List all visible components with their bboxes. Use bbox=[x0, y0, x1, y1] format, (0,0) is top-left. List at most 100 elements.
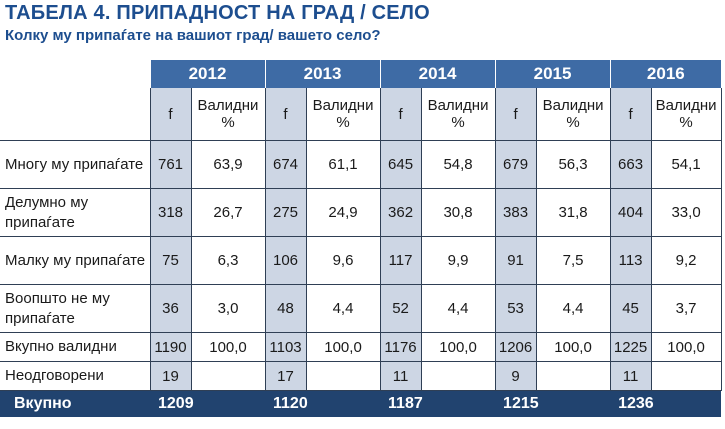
cell-frequency: 1225 bbox=[609, 332, 652, 362]
cell-valid-percent: 4,4 bbox=[535, 284, 611, 333]
cell-frequency: 52 bbox=[379, 284, 422, 333]
cell-frequency: 17 bbox=[264, 361, 307, 391]
data-table: 2012 2013 2014 2015 2016 f Валидни % f В… bbox=[0, 60, 722, 417]
total-empty bbox=[306, 390, 381, 417]
sub-header-row: f Валидни % f Валидни % f Валидни % f Ва… bbox=[0, 88, 722, 141]
total-frequency: 1236 bbox=[610, 390, 654, 417]
header-corner bbox=[0, 88, 150, 141]
cell-valid-percent: 24,9 bbox=[305, 188, 381, 237]
cell-frequency: 113 bbox=[609, 236, 652, 285]
valid-header: Валидни % bbox=[190, 88, 266, 141]
total-empty bbox=[191, 390, 266, 417]
valid-header: Валидни % bbox=[305, 88, 381, 141]
cell-frequency: 48 bbox=[264, 284, 307, 333]
total-frequency: 1209 bbox=[150, 390, 194, 417]
cell-valid-percent: 61,1 bbox=[305, 140, 381, 189]
cell-valid-percent bbox=[535, 361, 611, 391]
cell-valid-percent: 4,4 bbox=[305, 284, 381, 333]
cell-frequency: 1103 bbox=[264, 332, 307, 362]
cell-frequency: 645 bbox=[379, 140, 422, 189]
cell-frequency: 275 bbox=[264, 188, 307, 237]
table-row: Малку му припаѓате 75 6,3 106 9,6 117 9,9 91 7,5… bbox=[0, 236, 722, 285]
cell-frequency: 1190 bbox=[149, 332, 191, 362]
cell-valid-percent: 3,7 bbox=[650, 284, 722, 333]
cell-frequency: 53 bbox=[494, 284, 537, 333]
cell-frequency: 663 bbox=[609, 140, 652, 189]
cell-frequency: 11 bbox=[379, 361, 422, 391]
row-label: Вкупно валидни bbox=[0, 332, 150, 362]
table-subtitle: Колку му припаѓате на вашиот град/ вашет… bbox=[5, 27, 381, 44]
table-row: Многу му припаѓате 761 63,9 674 61,1 645 54,8 6… bbox=[0, 140, 722, 189]
cell-frequency: 19 bbox=[149, 361, 191, 391]
total-row: Вкупно 1209 1120 1187 1215 1236 bbox=[0, 390, 722, 417]
table-row: Неодговорени 19 17 11 9 11 bbox=[0, 361, 722, 391]
cell-valid-percent bbox=[190, 361, 266, 391]
cell-frequency: 404 bbox=[609, 188, 652, 237]
row-label: Многу му припаѓате bbox=[0, 140, 150, 189]
cell-valid-percent: 7,5 bbox=[535, 236, 611, 285]
cell-valid-percent bbox=[650, 361, 722, 391]
total-frequency: 1215 bbox=[495, 390, 539, 417]
cell-valid-percent: 6,3 bbox=[190, 236, 266, 285]
table-title: ТАБЕЛА 4. ПРИПАДНОСТ НА ГРАД / СЕЛО bbox=[5, 2, 430, 24]
cell-valid-percent: 100,0 bbox=[305, 332, 381, 362]
cell-valid-percent: 100,0 bbox=[420, 332, 496, 362]
year-header: 2015 bbox=[494, 60, 611, 88]
cell-valid-percent: 54,1 bbox=[650, 140, 722, 189]
cell-frequency: 383 bbox=[494, 188, 537, 237]
total-empty bbox=[536, 390, 611, 417]
valid-header: Валидни % bbox=[650, 88, 722, 141]
row-label: Делумно му припаѓате bbox=[0, 188, 150, 237]
year-header-row: 2012 2013 2014 2015 2016 bbox=[0, 60, 722, 88]
f-header: f bbox=[149, 88, 191, 141]
cell-frequency: 45 bbox=[609, 284, 652, 333]
header-corner bbox=[0, 60, 150, 88]
cell-valid-percent: 100,0 bbox=[190, 332, 266, 362]
cell-valid-percent: 63,9 bbox=[190, 140, 266, 189]
table-row: Воопшто не му припаѓате 36 3,0 48 4,4 52 4,4 53… bbox=[0, 284, 722, 333]
cell-frequency: 674 bbox=[264, 140, 307, 189]
cell-valid-percent: 56,3 bbox=[535, 140, 611, 189]
cell-valid-percent: 9,2 bbox=[650, 236, 722, 285]
cell-valid-percent: 9,6 bbox=[305, 236, 381, 285]
valid-header: Валидни % bbox=[420, 88, 496, 141]
cell-valid-percent: 26,7 bbox=[190, 188, 266, 237]
cell-valid-percent: 3,0 bbox=[190, 284, 266, 333]
cell-frequency: 106 bbox=[264, 236, 307, 285]
valid-header: Валидни % bbox=[535, 88, 611, 141]
cell-valid-percent: 31,8 bbox=[535, 188, 611, 237]
cell-valid-percent bbox=[305, 361, 381, 391]
table-row: Вкупно валидни 1190 100,0 1103 100,0 1176 100,… bbox=[0, 332, 722, 362]
cell-valid-percent: 54,8 bbox=[420, 140, 496, 189]
total-frequency: 1187 bbox=[380, 390, 423, 417]
table-row: Делумно му припаѓате 318 26,7 275 24,9 362 30,… bbox=[0, 188, 722, 237]
f-header: f bbox=[494, 88, 537, 141]
cell-frequency: 679 bbox=[494, 140, 537, 189]
cell-frequency: 36 bbox=[149, 284, 191, 333]
year-header: 2016 bbox=[609, 60, 722, 88]
cell-valid-percent: 100,0 bbox=[535, 332, 611, 362]
total-empty bbox=[651, 390, 722, 417]
total-frequency: 1120 bbox=[265, 390, 308, 417]
total-empty bbox=[421, 390, 496, 417]
row-label: Воопшто не му припаѓате bbox=[0, 284, 150, 333]
cell-frequency: 761 bbox=[149, 140, 191, 189]
cell-valid-percent: 33,0 bbox=[650, 188, 722, 237]
cell-valid-percent: 9,9 bbox=[420, 236, 496, 285]
cell-frequency: 91 bbox=[494, 236, 537, 285]
cell-frequency: 318 bbox=[149, 188, 191, 237]
cell-valid-percent bbox=[420, 361, 496, 391]
total-label: Вкупно bbox=[0, 390, 150, 417]
cell-valid-percent: 100,0 bbox=[650, 332, 722, 362]
cell-frequency: 11 bbox=[609, 361, 652, 391]
cell-frequency: 1176 bbox=[379, 332, 422, 362]
year-header: 2012 bbox=[149, 60, 266, 88]
cell-frequency: 75 bbox=[149, 236, 191, 285]
f-header: f bbox=[264, 88, 307, 141]
year-header: 2013 bbox=[264, 60, 381, 88]
f-header: f bbox=[379, 88, 422, 141]
cell-frequency: 9 bbox=[494, 361, 537, 391]
cell-frequency: 117 bbox=[379, 236, 422, 285]
row-label: Неодговорени bbox=[0, 361, 150, 391]
